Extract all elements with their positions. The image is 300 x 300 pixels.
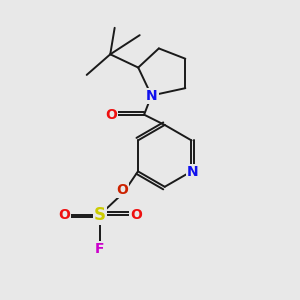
Text: O: O — [58, 208, 70, 222]
Text: S: S — [94, 206, 106, 224]
Text: F: F — [95, 242, 105, 256]
Text: N: N — [187, 165, 199, 179]
Text: O: O — [116, 183, 128, 197]
Text: N: N — [146, 89, 158, 103]
Text: O: O — [130, 208, 142, 222]
Text: O: O — [105, 108, 117, 122]
